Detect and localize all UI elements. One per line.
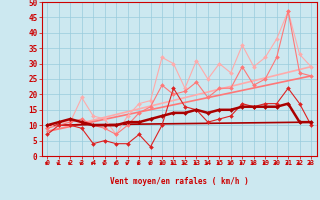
- X-axis label: Vent moyen/en rafales ( km/h ): Vent moyen/en rafales ( km/h ): [110, 177, 249, 186]
